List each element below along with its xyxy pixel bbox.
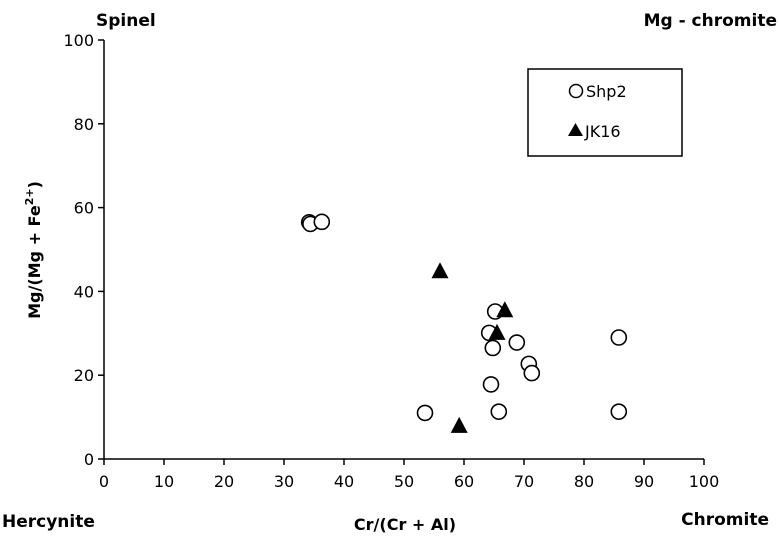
x-tick-label: 60 bbox=[454, 472, 474, 491]
legend-label-shp2: Shp2 bbox=[586, 82, 627, 101]
x-tick-label: 80 bbox=[574, 472, 594, 491]
legend-marker-jk16 bbox=[568, 123, 583, 136]
legend: Shp2 JK16 bbox=[527, 68, 683, 157]
x-tick-label: 10 bbox=[154, 472, 174, 491]
corner-label-hercynite: Hercynite bbox=[2, 512, 95, 532]
corner-label-spinel: Spinel bbox=[96, 11, 156, 31]
x-tick-label: 20 bbox=[214, 472, 234, 491]
x-tick-label: 50 bbox=[394, 472, 414, 491]
point-shp2 bbox=[490, 403, 508, 420]
legend-marker-shp2 bbox=[568, 83, 584, 99]
x-tick-label: 40 bbox=[334, 472, 354, 491]
point-jk16 bbox=[431, 262, 449, 279]
y-tick-label: 0 bbox=[84, 450, 94, 469]
x-tick-label: 30 bbox=[274, 472, 294, 491]
y-axis-ticks: 0 20 40 60 80 100 bbox=[63, 31, 104, 469]
point-shp2 bbox=[523, 364, 541, 382]
legend-label-jk16: JK16 bbox=[584, 122, 621, 141]
x-tick-label: 70 bbox=[514, 472, 534, 491]
y-tick-label: 60 bbox=[74, 199, 94, 218]
x-axis-ticks: 0 10 20 30 40 50 60 70 80 90 100 bbox=[99, 459, 719, 491]
y-tick-label: 40 bbox=[74, 282, 94, 301]
data-points bbox=[300, 213, 628, 433]
corner-label-chromite: Chromite bbox=[681, 510, 769, 530]
corner-label-mg-chromite: Mg - chromite bbox=[643, 11, 777, 31]
x-axis-title: Cr/(Cr + Al) bbox=[354, 515, 456, 534]
y-axis-title-tail: ) bbox=[25, 181, 44, 188]
point-shp2 bbox=[482, 376, 500, 393]
legend-box bbox=[527, 68, 683, 157]
point-shp2 bbox=[610, 329, 628, 346]
x-tick-label: 100 bbox=[689, 472, 720, 491]
point-shp2 bbox=[313, 213, 331, 231]
y-axis-title-superscript: 2+ bbox=[23, 188, 36, 205]
x-tick-label: 90 bbox=[634, 472, 654, 491]
point-shp2 bbox=[416, 404, 434, 422]
y-tick-label: 20 bbox=[74, 366, 94, 385]
point-jk16 bbox=[450, 416, 468, 433]
y-axis-title: Mg/(Mg + Fe2+) bbox=[23, 181, 44, 319]
y-tick-label: 80 bbox=[74, 115, 94, 134]
point-jk16 bbox=[496, 301, 514, 318]
point-shp2 bbox=[508, 334, 526, 351]
point-shp2 bbox=[484, 339, 502, 357]
point-jk16 bbox=[488, 323, 506, 340]
y-tick-label: 100 bbox=[63, 31, 94, 50]
point-shp2 bbox=[610, 403, 628, 420]
y-axis-title-main: Mg/(Mg + Fe bbox=[25, 205, 44, 319]
x-tick-label: 0 bbox=[99, 472, 109, 491]
